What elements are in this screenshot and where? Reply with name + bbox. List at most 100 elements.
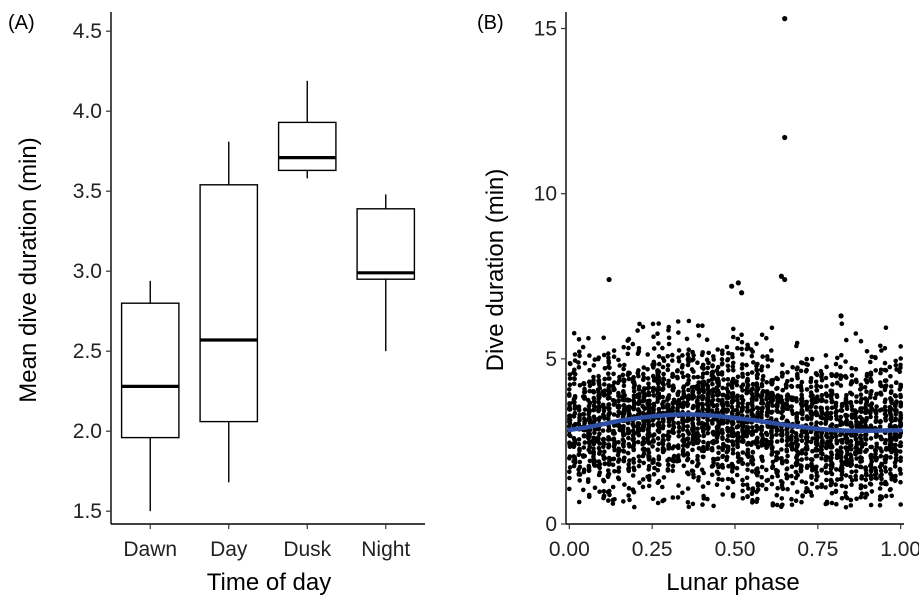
scatter-point (602, 455, 608, 461)
scatter-point (620, 442, 626, 448)
scatter-point (729, 385, 735, 390)
scatter-point (833, 489, 839, 495)
scatter-point (691, 352, 696, 358)
scatter-point (809, 493, 814, 498)
scatter-point (567, 414, 573, 420)
scatter-point (567, 421, 573, 427)
scatter-point (882, 387, 888, 393)
scatter-point (576, 421, 581, 427)
scatter-point (636, 368, 641, 373)
scatter-point (868, 452, 874, 458)
scatter-point (685, 500, 691, 505)
scatter-point (701, 493, 706, 499)
scatter-point (626, 462, 631, 467)
scatter-point (592, 416, 597, 422)
scatter-point (602, 461, 608, 466)
scatter-point (720, 446, 726, 452)
scatter-point (779, 496, 785, 501)
scatter-point (883, 454, 888, 460)
panel-label-b: (B) (477, 12, 504, 34)
scatter-point (883, 383, 889, 388)
scatter-point (887, 404, 893, 410)
scatter-point (572, 410, 578, 416)
scatter-point (825, 410, 830, 416)
scatter-point (819, 444, 825, 449)
panel-b-scatter: (B) 0 5 10 15 0.00 0.25 0.50 0.75 1.00 Lunar pha… (477, 12, 919, 596)
scatter-point (596, 417, 602, 423)
x-axis-title-a: Time of day (207, 569, 332, 596)
scatter-point (640, 427, 646, 433)
scatter-point (655, 331, 660, 337)
scatter-point (773, 457, 779, 463)
scatter-point (739, 366, 745, 371)
scatter-point (844, 337, 849, 343)
scatter-point (720, 477, 725, 483)
scatter-point (706, 480, 711, 486)
scatter-point (700, 429, 706, 434)
scatter-point (893, 408, 899, 414)
scatter-point (769, 358, 775, 363)
y-tick-label-b: 5 (545, 348, 557, 371)
scatter-point (878, 343, 883, 349)
scatter-point (646, 419, 651, 425)
scatter-point (646, 381, 651, 387)
box-iqr (199, 184, 259, 423)
scatter-point (665, 468, 671, 473)
x-tick-label-a: Dawn (123, 538, 177, 561)
y-tick-label-a: 2.0 (73, 420, 102, 443)
scatter-point (788, 395, 794, 400)
scatter-point (605, 396, 611, 401)
scatter-point (701, 394, 706, 400)
scatter-point (780, 486, 786, 492)
scatter-point (700, 323, 705, 329)
scatter-point (612, 497, 617, 502)
scatter-point (843, 505, 849, 510)
scatter-point (691, 474, 696, 480)
scatter-point (809, 463, 814, 469)
scatter-point (636, 431, 641, 437)
scatter-point (641, 451, 647, 456)
scatter-point (691, 429, 696, 435)
scatter-point (716, 398, 721, 403)
scatter-point (640, 423, 646, 429)
scatter-point-outlier (782, 276, 788, 283)
scatter-point (724, 344, 730, 350)
scatter-point (685, 357, 691, 362)
scatter-point (828, 462, 834, 468)
scatter-point (734, 432, 740, 438)
scatter-point (616, 449, 621, 455)
scatter-point (898, 411, 903, 416)
scatter-point (843, 490, 848, 496)
x-tick-label-a: Day (210, 538, 248, 561)
scatter-point (824, 416, 829, 422)
scatter-point (779, 447, 784, 452)
scatter-point (823, 470, 829, 475)
scatter-point (814, 387, 819, 393)
scatter-point (730, 398, 736, 404)
scatter-point (878, 494, 883, 499)
scatter-point (586, 440, 592, 445)
scatter-point (706, 350, 711, 356)
scatter-point (637, 401, 642, 406)
scatter-point (716, 450, 721, 456)
scatter-point (740, 439, 746, 445)
scatter-point (730, 450, 736, 456)
scatter-point (864, 397, 870, 403)
scatter-point (625, 450, 631, 456)
scatter-point (656, 429, 662, 435)
scatter-point (616, 459, 621, 464)
scatter-point (740, 461, 745, 467)
scatter-point (740, 388, 745, 393)
scatter-point (824, 433, 829, 439)
scatter-point (696, 380, 701, 385)
scatter-point (602, 382, 607, 387)
scatter-point (631, 398, 636, 404)
scatter-point (823, 444, 829, 450)
scatter-point (887, 447, 893, 453)
scatter-point (645, 399, 650, 404)
scatter-point (650, 444, 655, 449)
scatter-point (873, 434, 879, 440)
y-tick-label-a: 4.5 (73, 20, 102, 43)
scatter-point (705, 391, 711, 397)
scatter-point (813, 379, 819, 385)
